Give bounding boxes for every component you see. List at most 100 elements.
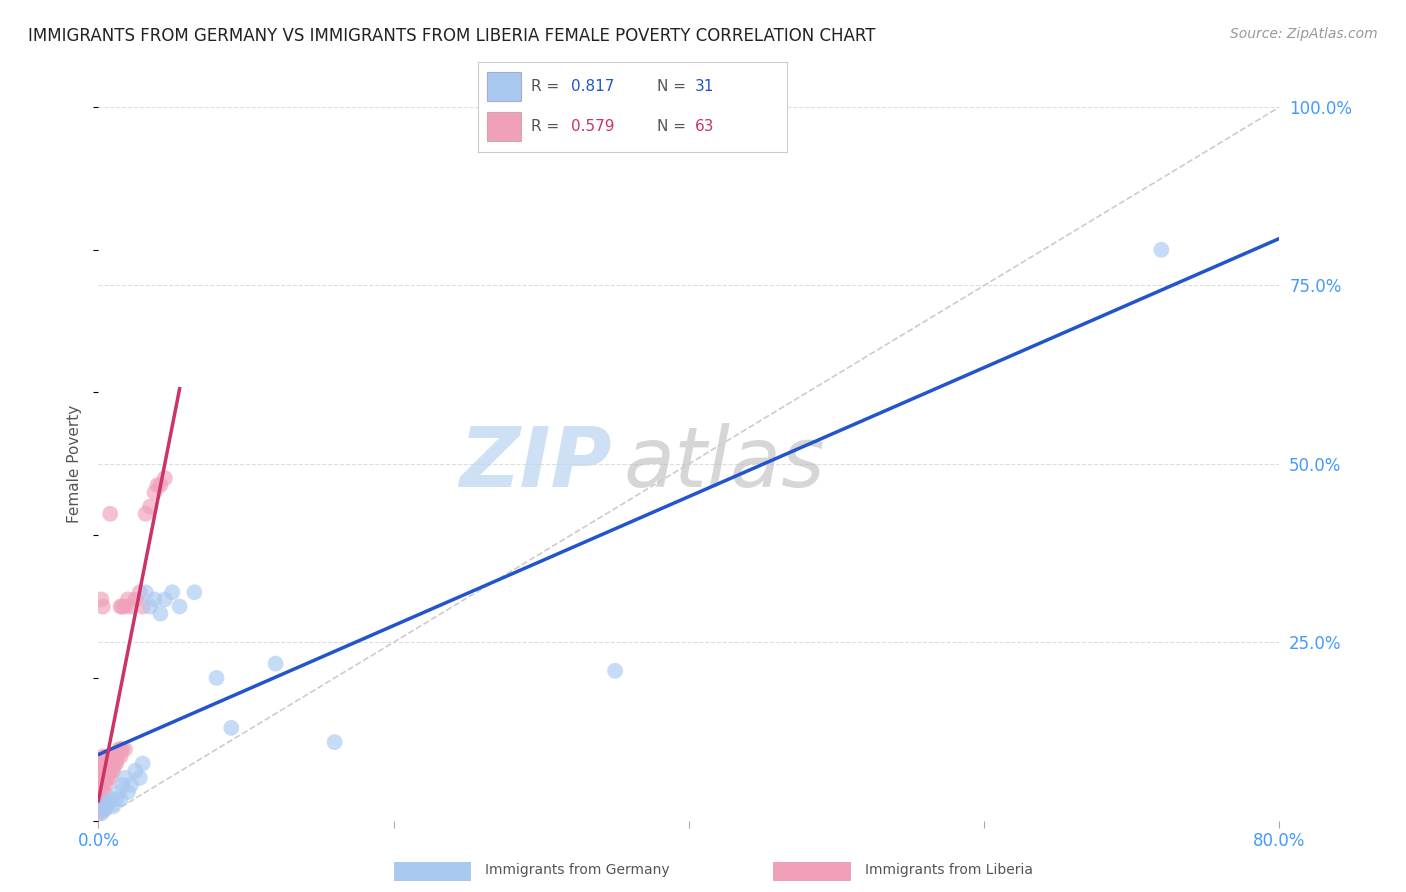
Point [120,778,142,792]
Point [97,756,120,771]
Point [114,599,136,614]
Point [108,785,131,799]
Text: 63: 63 [695,120,714,134]
Point [90,764,112,778]
Text: R =: R = [530,120,564,134]
Point [96,799,118,814]
Point [90,799,112,814]
Point [98,756,121,771]
Point [97,764,120,778]
Point [124,592,146,607]
Text: 0.579: 0.579 [571,120,614,134]
Point [128,771,150,785]
Point [93,756,115,771]
Point [98,771,121,785]
Point [90,806,112,821]
Point [96,764,118,778]
Point [105,792,128,806]
Point [132,756,155,771]
Point [94,764,117,778]
Point [91,771,114,785]
Point [103,799,125,814]
Text: R =: R = [530,79,564,94]
Point [105,756,128,771]
Point [98,507,121,521]
Point [100,764,122,778]
Point [110,792,132,806]
Point [91,756,114,771]
Text: Immigrants from Liberia: Immigrants from Liberia [865,863,1032,877]
Point [91,749,114,764]
Point [110,742,132,756]
Point [169,599,191,614]
Point [219,721,242,735]
Point [89,799,111,814]
Text: Immigrants from Germany: Immigrants from Germany [485,863,669,877]
Point [97,796,120,810]
Point [93,803,115,817]
Text: 0.817: 0.817 [571,79,614,94]
Point [323,735,346,749]
Point [90,771,112,785]
Bar [488,112,522,141]
Point [90,778,112,792]
Point [139,500,162,514]
Point [111,599,134,614]
Point [96,771,118,785]
Point [108,742,131,756]
Point [91,599,114,614]
Point [96,749,118,764]
Point [89,792,111,806]
Point [105,749,128,764]
Point [183,585,205,599]
Point [132,599,155,614]
Text: Source: ZipAtlas.com: Source: ZipAtlas.com [1230,27,1378,41]
Point [98,749,121,764]
Y-axis label: Female Poverty: Female Poverty [67,405,83,523]
Point [94,771,117,785]
Point [162,585,183,599]
Point [124,764,146,778]
Point [1150,243,1173,257]
Point [104,756,127,771]
Text: N =: N = [658,79,692,94]
Point [110,749,132,764]
Point [103,764,125,778]
Point [149,607,172,621]
Point [128,585,150,599]
Point [110,599,132,614]
Point [153,592,176,607]
Point [93,771,115,785]
Point [90,592,112,607]
Point [135,507,157,521]
Point [120,599,142,614]
Point [98,792,121,806]
Point [143,485,166,500]
Point [143,592,166,607]
Text: IMMIGRANTS FROM GERMANY VS IMMIGRANTS FROM LIBERIA FEMALE POVERTY CORRELATION CH: IMMIGRANTS FROM GERMANY VS IMMIGRANTS FR… [28,27,876,45]
Point [111,778,134,792]
Point [114,771,136,785]
Point [153,471,176,485]
Point [93,764,115,778]
Point [89,803,111,817]
Point [117,785,139,799]
Point [91,764,114,778]
Point [90,785,112,799]
Point [96,756,118,771]
Point [117,592,139,607]
Point [94,799,117,814]
Point [91,792,114,806]
Text: N =: N = [658,120,692,134]
Point [87,806,110,821]
Point [94,778,117,792]
Text: ZIP: ZIP [460,424,612,504]
Point [135,585,157,599]
Point [111,742,134,756]
Point [94,756,117,771]
Point [91,778,114,792]
Point [107,749,129,764]
Point [114,742,136,756]
Bar [488,72,522,101]
Point [93,785,115,799]
